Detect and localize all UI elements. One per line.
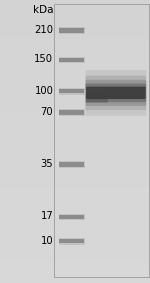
FancyBboxPatch shape	[85, 70, 146, 116]
FancyBboxPatch shape	[86, 87, 146, 99]
Bar	[59, 162, 84, 167]
Bar	[58, 88, 85, 95]
Text: 10: 10	[41, 235, 53, 246]
Text: 150: 150	[34, 54, 53, 65]
Bar	[58, 109, 85, 116]
Bar	[58, 27, 85, 34]
Bar	[58, 238, 85, 245]
Text: kDa: kDa	[33, 5, 53, 15]
Bar	[59, 239, 84, 243]
FancyBboxPatch shape	[85, 76, 146, 110]
Bar	[59, 215, 84, 219]
FancyBboxPatch shape	[85, 83, 146, 102]
Bar	[58, 161, 85, 168]
Bar	[58, 57, 85, 63]
Bar	[59, 110, 84, 115]
Text: 210: 210	[34, 25, 53, 35]
Bar	[59, 58, 84, 62]
FancyBboxPatch shape	[86, 95, 108, 103]
Bar	[59, 28, 84, 33]
FancyBboxPatch shape	[85, 80, 146, 106]
Text: 17: 17	[40, 211, 53, 222]
Bar	[58, 214, 85, 220]
Bar	[59, 89, 84, 93]
Text: 70: 70	[41, 107, 53, 117]
Text: 35: 35	[41, 159, 53, 169]
Text: 100: 100	[34, 85, 53, 96]
